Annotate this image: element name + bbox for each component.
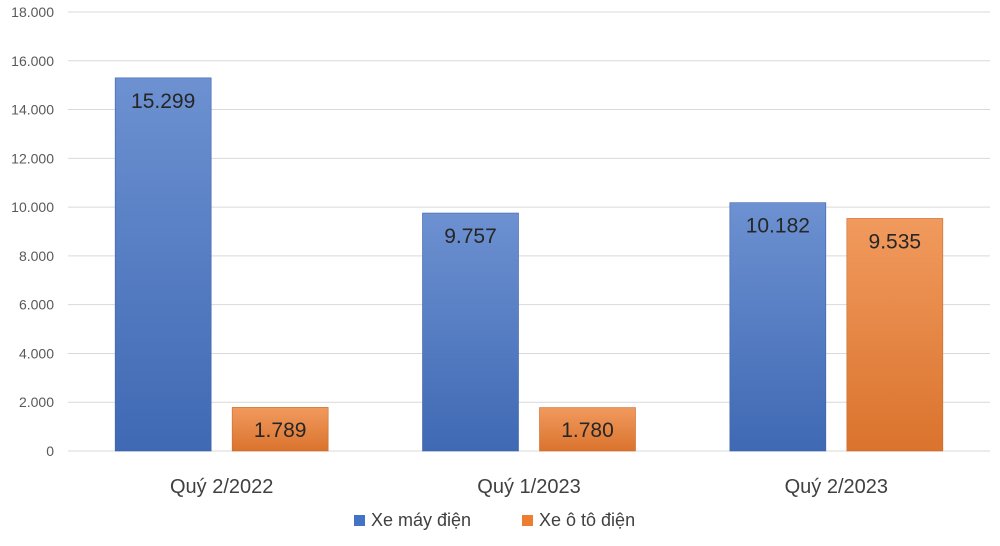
y-tick-label: 2.000 bbox=[19, 394, 54, 410]
bar-xe-may-dien bbox=[114, 77, 212, 452]
y-tick-label: 12.000 bbox=[11, 150, 54, 166]
bars bbox=[114, 77, 944, 452]
category-label: Quý 2/2022 bbox=[170, 476, 273, 498]
data-labels: 15.299 1.789 9.757 1.780 10.182 9.535 bbox=[131, 90, 921, 442]
legend-swatch bbox=[354, 515, 365, 526]
legend: Xe máy điện Xe ô tô điện bbox=[354, 510, 635, 530]
y-tick-label: 6.000 bbox=[19, 297, 54, 313]
y-tick-label: 10.000 bbox=[11, 199, 54, 215]
x-axis: Quý 2/2022 Quý 1/2023 Quý 2/2023 bbox=[170, 476, 888, 498]
category-label: Quý 1/2023 bbox=[477, 476, 580, 498]
grid-layer bbox=[68, 11, 990, 452]
data-label: 9.757 bbox=[444, 225, 497, 248]
category-label: Quý 2/2023 bbox=[785, 476, 888, 498]
data-label: 1.780 bbox=[561, 419, 614, 442]
data-label: 15.299 bbox=[131, 90, 195, 113]
y-tick-label: 18.000 bbox=[11, 4, 54, 20]
bar-xe-may-dien bbox=[729, 202, 827, 452]
legend-swatch bbox=[522, 515, 533, 526]
data-label: 9.535 bbox=[869, 230, 922, 253]
y-axis: 0 2.000 4.000 6.000 8.000 10.000 12.000 14.000 1… bbox=[11, 4, 54, 459]
y-tick-label: 8.000 bbox=[19, 248, 54, 264]
legend-label: Xe máy điện bbox=[371, 510, 471, 530]
y-tick-label: 16.000 bbox=[11, 53, 54, 69]
data-label: 10.182 bbox=[746, 215, 810, 238]
data-label: 1.789 bbox=[254, 419, 307, 442]
bar-xe-o-to-dien bbox=[846, 218, 944, 452]
y-tick-label: 4.000 bbox=[19, 345, 54, 361]
bar-xe-o-to-dien bbox=[539, 407, 636, 452]
legend-label: Xe ô tô điện bbox=[539, 510, 635, 530]
y-tick-label: 0 bbox=[46, 443, 54, 459]
bar-xe-o-to-dien bbox=[231, 407, 329, 452]
bar-xe-may-dien bbox=[422, 212, 519, 452]
y-tick-label: 14.000 bbox=[11, 102, 54, 118]
